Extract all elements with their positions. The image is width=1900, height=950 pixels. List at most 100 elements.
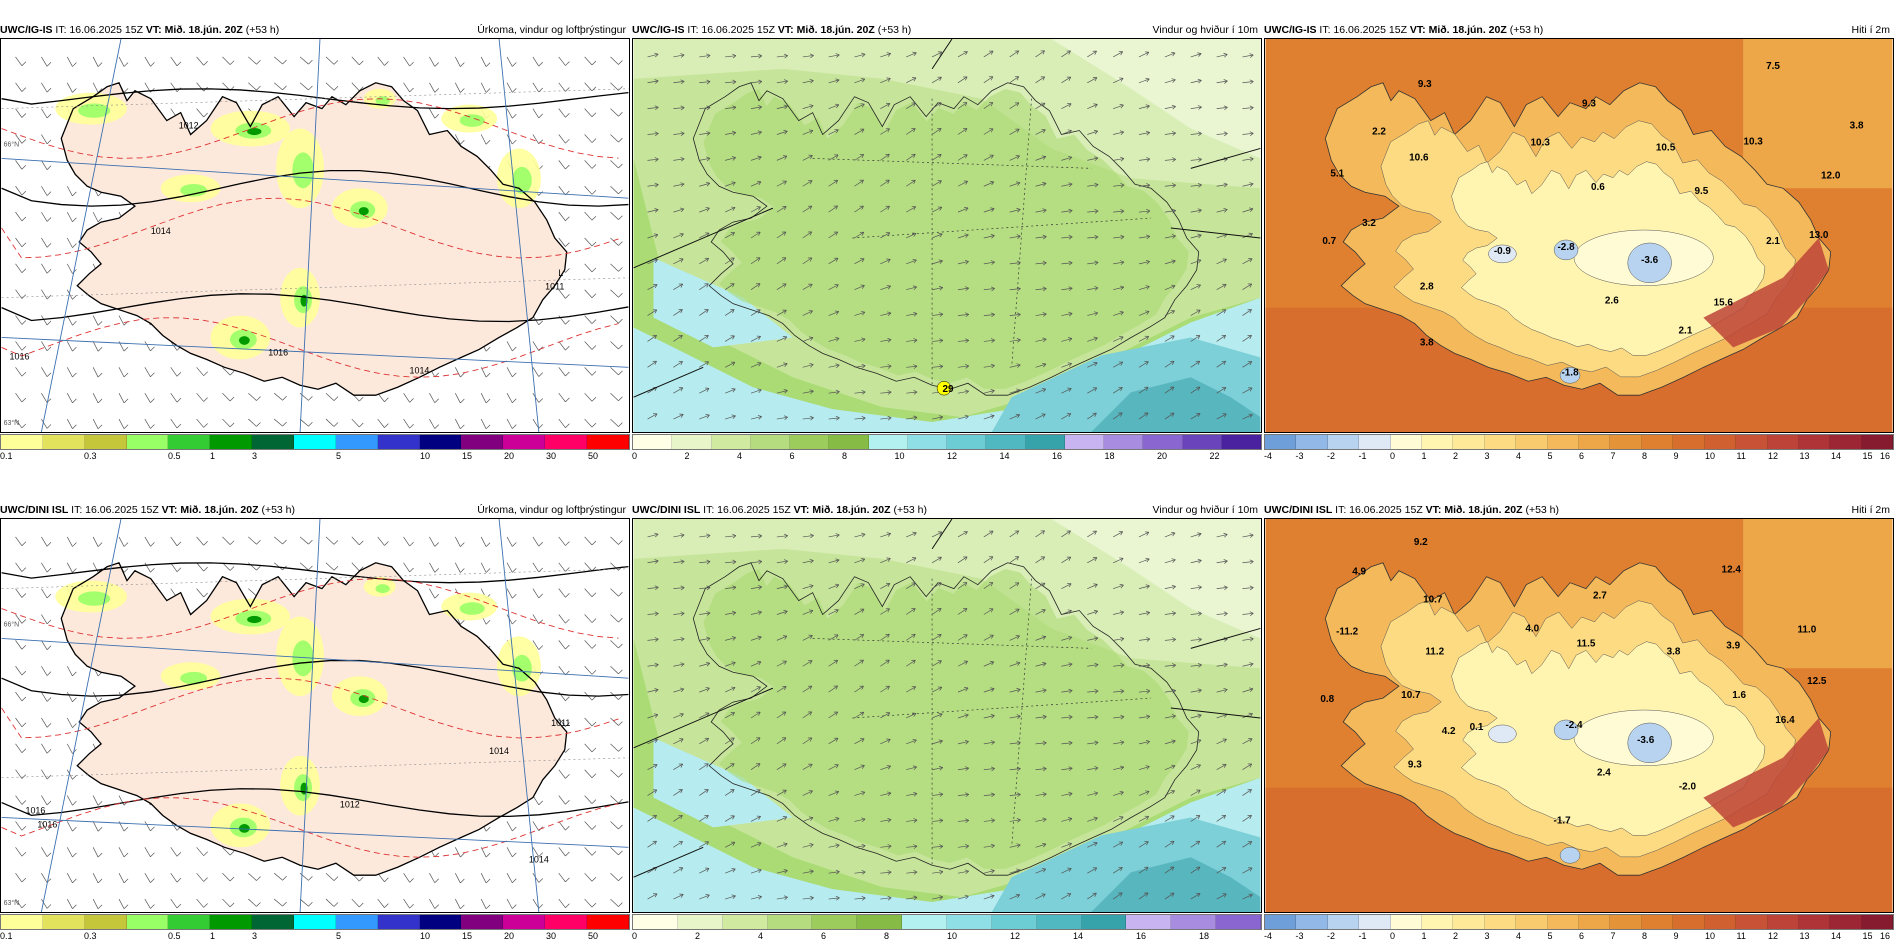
wind-arrow — [1138, 585, 1150, 589]
wind-arrow — [828, 54, 840, 58]
wind-barb — [66, 821, 73, 832]
wind-arrowhead — [1146, 688, 1151, 692]
wind-barb — [66, 898, 73, 909]
wind-arrowhead — [1120, 714, 1125, 718]
wind-arrowhead — [1017, 364, 1021, 368]
wind-arrowhead — [706, 105, 711, 108]
wind-arrow — [906, 686, 916, 693]
wind-barb-feather — [565, 644, 570, 650]
wind-arrow — [725, 637, 736, 641]
wind-arrow — [647, 533, 659, 538]
wind-arrow — [802, 130, 814, 135]
wind-arrowhead — [913, 869, 918, 873]
wind-arrowhead — [706, 81, 711, 85]
wind-arrowhead — [680, 208, 685, 213]
wind-arrow — [724, 257, 735, 265]
wind-arrow — [983, 339, 995, 342]
wind-barb-feather — [229, 566, 235, 571]
wind-arrowhead — [965, 415, 969, 420]
wind-arrow — [983, 688, 995, 693]
wind-arrow — [1190, 815, 1201, 822]
wind-arrowhead — [1197, 386, 1201, 391]
wind-arrowhead — [965, 741, 969, 745]
wind-arrow — [776, 80, 788, 84]
wind-arrow — [750, 416, 762, 420]
wind-arrowhead — [1250, 158, 1254, 162]
wind-barb — [222, 392, 231, 402]
wind-arrowhead — [938, 739, 943, 742]
wind-arrowhead — [784, 660, 787, 665]
wind-arrowhead — [1145, 259, 1150, 262]
wind-arrowhead — [939, 792, 944, 795]
wind-arrow — [880, 128, 890, 135]
wind-arrow — [1164, 132, 1176, 135]
wind-arrowhead — [784, 560, 788, 564]
wind-barb-feather — [308, 396, 313, 401]
wind-arrow — [647, 560, 659, 564]
wind-arrowhead — [680, 53, 685, 56]
colorbar-tick-label: 2 — [684, 451, 690, 461]
wind-arrow — [724, 309, 735, 316]
map-temperature[interactable]: 9.3 2.2 10.6 5.1 3.2 0.7 2.8 3.8 -0.9 -2.8 10.3 9.3… — [1264, 38, 1894, 433]
wind-arrow — [1087, 637, 1099, 641]
wind-arrowhead — [1068, 234, 1073, 238]
wind-arrow — [802, 585, 814, 589]
wind-arrowhead — [758, 206, 761, 211]
wind-arrow — [828, 364, 840, 368]
wind-arrowhead — [1067, 129, 1072, 131]
wind-barb — [325, 898, 335, 907]
colorbar-swatch — [1484, 915, 1517, 929]
wind-arrowhead — [1146, 638, 1151, 642]
wind-barb — [558, 562, 566, 572]
wind-arrow — [1190, 533, 1202, 538]
wind-arrowhead — [653, 713, 658, 715]
wind-arrowhead — [990, 818, 995, 821]
wind-arrowhead — [913, 365, 918, 369]
wind-arrow — [750, 763, 761, 771]
colorbar-tick-label: 2 — [695, 931, 701, 941]
colorbar-swatch — [335, 435, 378, 449]
wind-arrowhead — [836, 338, 840, 342]
wind-barb-feather — [359, 396, 364, 402]
colorbar-tick-label: -2 — [1327, 451, 1336, 461]
wind-arrowhead — [655, 184, 659, 188]
wind-arrow — [699, 388, 710, 394]
wind-arrowhead — [939, 233, 943, 238]
wind-barb-feather — [565, 825, 570, 831]
wind-barb-feather — [538, 800, 543, 806]
wind-arrow — [699, 587, 711, 589]
wind-barb-feather — [485, 346, 491, 352]
map-precip[interactable]: 66°N 63°N 1016 1011 1012 1014 1016 1014 — [0, 518, 630, 913]
wind-arrow — [699, 414, 710, 420]
wind-arrow — [854, 791, 866, 796]
wind-arrowhead — [1068, 130, 1072, 134]
wind-arrow — [1138, 866, 1149, 874]
wind-arrowhead — [991, 235, 995, 239]
wind-arrow — [673, 258, 684, 265]
wind-barb-feather — [229, 850, 235, 856]
wind-arrowhead — [732, 535, 737, 539]
wind-barb-feather — [203, 877, 208, 882]
wind-arrow — [1138, 51, 1150, 58]
wind-arrowhead — [887, 365, 892, 369]
map-precip[interactable]: 66°N 63°N 1012 1014 1016 1011 L 1016 1014 — [0, 38, 630, 433]
colorbar-swatch — [1359, 915, 1391, 929]
wind-barb-feather — [21, 826, 27, 831]
map-temperature[interactable]: 9.2 4.9 10.7 -11.2 11.2 10.7 0.8 4.2 9.3 0.1 -2.4 4… — [1264, 518, 1894, 913]
wind-arrowhead — [732, 309, 735, 314]
wind-barb-feather — [123, 878, 129, 884]
wind-arrowhead — [990, 312, 995, 315]
wind-arrowhead — [654, 361, 657, 365]
wind-arrowhead — [1197, 713, 1202, 716]
wind-arrowhead — [810, 870, 814, 875]
warm-coast — [1703, 717, 1829, 828]
wind-barb-feather — [460, 398, 465, 404]
wind-arrowhead — [1120, 234, 1125, 238]
map-wind[interactable]: 29 — [632, 38, 1262, 433]
colorbar-swatch — [947, 915, 992, 929]
wind-arrowhead — [1249, 335, 1252, 340]
map-wind[interactable] — [632, 518, 1262, 913]
wind-barb — [532, 536, 540, 547]
wind-arrow — [983, 741, 995, 745]
